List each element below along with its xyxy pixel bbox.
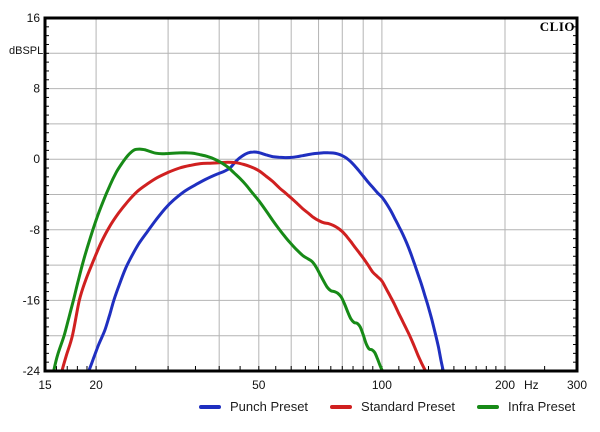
x-axis-unit-label: Hz <box>524 378 539 392</box>
curves <box>52 147 445 371</box>
legend-swatch-infra <box>477 404 499 409</box>
y-tick-label--16: -16 <box>23 293 41 307</box>
legend-item-standard-preset: Standard Preset <box>330 399 455 414</box>
legend-label-standard: Standard Preset <box>361 399 455 414</box>
legend-swatch-punch <box>199 404 221 409</box>
legend-item-punch-preset: Punch Preset <box>199 399 308 414</box>
legend: Punch Preset Standard Preset Infra Prese… <box>199 399 575 414</box>
legend-item-infra-preset: Infra Preset <box>477 399 575 414</box>
curve-punch-preset <box>87 150 445 371</box>
legend-label-punch: Punch Preset <box>230 399 309 414</box>
legend-label-infra: Infra Preset <box>508 399 576 414</box>
x-tick-label-200: 200 <box>495 378 515 392</box>
x-tick-label-50: 50 <box>252 378 266 392</box>
plot-border <box>43 16 579 373</box>
clio-logo: CLIO <box>539 19 575 34</box>
y-tick-label--8: -8 <box>29 223 40 237</box>
x-tick-label-20: 20 <box>89 378 103 392</box>
curve-standard-preset <box>60 160 427 371</box>
y-tick-label-8: 8 <box>33 82 40 96</box>
y-tick-label-16: 16 <box>27 11 41 25</box>
plot-grid <box>45 18 577 371</box>
x-tick-label-300: 300 <box>567 378 587 392</box>
y-axis-unit-label: dBSPL <box>9 45 44 57</box>
y-tick-label-0: 0 <box>33 152 40 166</box>
legend-swatch-standard <box>330 404 353 409</box>
y-tick-label--24: -24 <box>23 364 41 378</box>
x-tick-label-100: 100 <box>372 378 392 392</box>
curve-infra-preset <box>52 147 384 371</box>
x-tick-label-15: 15 <box>38 378 52 392</box>
